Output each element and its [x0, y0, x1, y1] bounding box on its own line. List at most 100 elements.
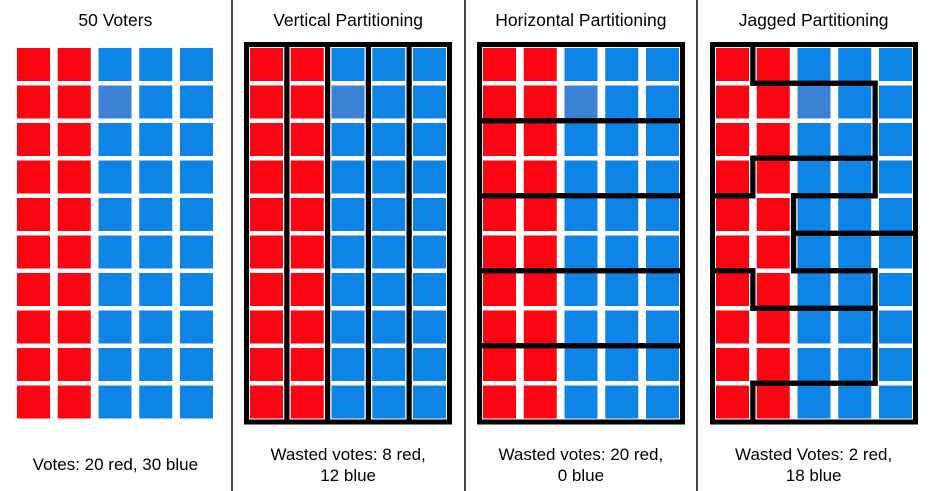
voter-cell [290, 85, 324, 119]
voter-cell [372, 385, 406, 419]
voter-cell [756, 273, 790, 306]
voter-cell [58, 273, 92, 306]
vote-caption: Wasted votes: 20 red, 0 blue [466, 438, 697, 491]
vote-caption: Wasted Votes: 2 red, 18 blue [698, 438, 929, 491]
voter-cell [17, 235, 51, 269]
voter-cell [837, 48, 871, 81]
voter-cell [98, 198, 132, 231]
panel-title: Vertical Partitioning [273, 9, 424, 30]
voter-cell [413, 385, 447, 419]
voter-grid-wrap [705, 40, 923, 438]
caption-line-1: Wasted votes: 8 red, [270, 444, 426, 464]
voter-cell [58, 123, 92, 156]
panel-title: Horizontal Partitioning [495, 9, 667, 30]
caption-line-1: Wasted votes: 20 red, [498, 444, 664, 464]
voter-cell [523, 273, 557, 306]
voter-cell [523, 198, 557, 231]
voter-cell [564, 348, 598, 381]
voter-cell [482, 273, 516, 306]
voter-cell [180, 385, 214, 419]
voter-cell [837, 348, 871, 381]
voter-cell [605, 273, 639, 306]
voter-cell [645, 235, 679, 269]
voter-cell [98, 310, 132, 344]
voter-cell [564, 48, 598, 81]
voter-cell [837, 385, 871, 419]
voter-cell [878, 348, 912, 381]
voter-cell [290, 160, 324, 194]
voter-cell [290, 235, 324, 269]
voter-cell [564, 273, 598, 306]
voter-cell [482, 235, 516, 269]
voter-cell [372, 85, 406, 119]
voter-cell [715, 85, 749, 119]
voter-cell [413, 48, 447, 81]
voter-cell [523, 123, 557, 156]
voter-cell [878, 385, 912, 419]
voter-cell [605, 235, 639, 269]
voter-cell [250, 310, 284, 344]
voter-cell [372, 235, 406, 269]
voter-cell [523, 348, 557, 381]
voter-cell [180, 160, 214, 194]
voter-cell [180, 235, 214, 269]
voter-cell [837, 85, 871, 119]
voter-cell [523, 48, 557, 81]
voter-cell [250, 85, 284, 119]
voter-cell [139, 85, 173, 119]
voter-cell [180, 310, 214, 344]
voter-cell [756, 48, 790, 81]
voter-cell [645, 198, 679, 231]
voter-cell [482, 198, 516, 231]
voter-cell [605, 385, 639, 419]
voter-cell [17, 385, 51, 419]
voter-cell [756, 385, 790, 419]
voter-cell [413, 198, 447, 231]
voter-cell [797, 160, 831, 194]
voter-cell [139, 235, 173, 269]
voter-cell [564, 235, 598, 269]
voter-cell [715, 235, 749, 269]
voter-cell [878, 123, 912, 156]
voter-cell [139, 385, 173, 419]
voter-cell [372, 273, 406, 306]
voter-cell [645, 273, 679, 306]
voter-cell [715, 273, 749, 306]
voter-cell [878, 273, 912, 306]
voter-cell [715, 48, 749, 81]
voter-cell [413, 273, 447, 306]
voter-cell [605, 123, 639, 156]
voter-cell [331, 123, 365, 156]
panel-horizontal-partitioning: Horizontal Partitioning Wasted votes: 20… [466, 0, 699, 491]
voter-cell [605, 198, 639, 231]
voter-cell [17, 48, 51, 81]
voter-cell [98, 348, 132, 381]
voter-cell [645, 123, 679, 156]
voter-cell [837, 198, 871, 231]
voter-cell [250, 235, 284, 269]
voter-cell [250, 348, 284, 381]
voter-cell [837, 123, 871, 156]
voter-cell [331, 385, 365, 419]
voter-cell [645, 310, 679, 344]
voter-cell [98, 385, 132, 419]
voter-cell [837, 310, 871, 344]
voter-cell [17, 348, 51, 381]
voter-cell [645, 85, 679, 119]
voter-cell [482, 85, 516, 119]
voter-cell [290, 385, 324, 419]
voter-cell [58, 48, 92, 81]
voter-cell [715, 198, 749, 231]
voter-cell [372, 160, 406, 194]
voter-cell [17, 85, 51, 119]
voter-cell [482, 123, 516, 156]
voter-cell [250, 123, 284, 156]
voter-cell [797, 48, 831, 81]
voter-cell [98, 48, 132, 81]
voter-cell [715, 385, 749, 419]
voter-cell [98, 235, 132, 269]
voter-cell [139, 48, 173, 81]
voter-cell [331, 273, 365, 306]
voter-cell [605, 348, 639, 381]
voter-cell [17, 198, 51, 231]
